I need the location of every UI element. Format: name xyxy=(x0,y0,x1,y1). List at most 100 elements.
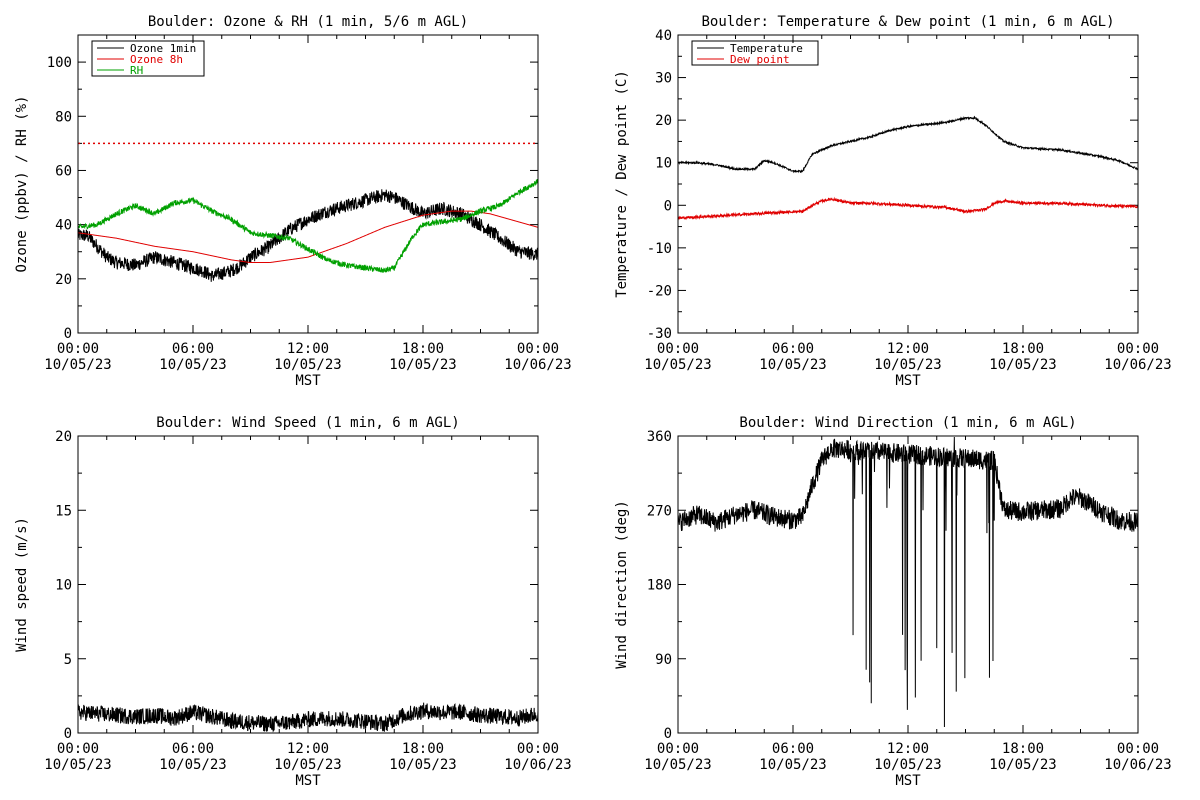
chart-panel-4: Boulder: Wind Direction (1 min, 6 m AGL)… xyxy=(614,415,1172,789)
x-tick-label: 06:00 xyxy=(172,341,214,357)
series-line-ozone-1min xyxy=(78,189,538,282)
x-tick-label: 06:00 xyxy=(172,741,214,757)
y-tick-label: 10 xyxy=(55,578,72,594)
chart-title: Boulder: Wind Direction (1 min, 6 m AGL) xyxy=(739,415,1076,431)
x-tick-label: 18:00 xyxy=(402,741,444,757)
x-tick-date-label: 10/05/23 xyxy=(874,757,941,773)
series-line-main xyxy=(78,702,538,733)
legend-box xyxy=(691,40,819,66)
y-axis-label: Wind speed (m/s) xyxy=(14,517,30,652)
legend-entry-rh: RH xyxy=(130,64,143,77)
x-tick-date-label: 10/05/23 xyxy=(989,357,1056,373)
x-tick-date-label: 10/05/23 xyxy=(874,357,941,373)
y-tick-label: 10 xyxy=(655,156,672,172)
legend-entry-temperature: Temperature xyxy=(730,42,803,55)
y-tick-label: 80 xyxy=(55,109,72,125)
x-tick-date-label: 10/05/23 xyxy=(759,357,826,373)
y-axis-label: Temperature / Dew point (C) xyxy=(614,70,630,298)
x-tick-label: 00:00 xyxy=(1117,741,1159,757)
x-tick-date-label: 10/05/23 xyxy=(159,757,226,773)
y-tick-label: -20 xyxy=(647,283,672,299)
plot-frame xyxy=(77,435,539,734)
x-tick-date-label: 10/05/23 xyxy=(44,757,111,773)
y-tick-label: 90 xyxy=(655,652,672,668)
x-tick-label: 00:00 xyxy=(57,341,99,357)
chart-title: Boulder: Ozone & RH (1 min, 5/6 m AGL) xyxy=(148,14,468,30)
x-tick-date-label: 10/05/23 xyxy=(644,357,711,373)
x-tick-label: 00:00 xyxy=(1117,341,1159,357)
x-tick-date-label: 10/05/23 xyxy=(274,757,341,773)
y-tick-label: 0 xyxy=(664,198,672,214)
x-tick-label: 00:00 xyxy=(517,341,559,357)
x-tick-date-label: 10/06/23 xyxy=(504,357,571,373)
x-tick-label: 12:00 xyxy=(287,741,329,757)
y-axis-label: Ozone (ppbv) / RH (%) xyxy=(14,95,30,272)
x-tick-label: 12:00 xyxy=(287,341,329,357)
y-tick-label: 0 xyxy=(664,726,672,742)
x-axis-label: MST xyxy=(895,773,921,789)
y-axis-label: Wind direction (deg) xyxy=(614,500,630,669)
plot-area xyxy=(78,142,538,282)
plot-area xyxy=(678,115,1138,221)
chart-panel-1: Boulder: Ozone & RH (1 min, 5/6 m AGL) Oz… xyxy=(14,14,572,389)
y-tick-label: 0 xyxy=(64,326,72,342)
x-tick-label: 00:00 xyxy=(657,341,699,357)
plot-frame xyxy=(677,435,1139,734)
y-tick-label: 0 xyxy=(64,726,72,742)
y-tick-label: 40 xyxy=(655,28,672,44)
y-tick-label: 30 xyxy=(655,71,672,87)
x-tick-label: 06:00 xyxy=(772,741,814,757)
series-line-ozone-8h xyxy=(78,210,538,264)
y-tick-label: 20 xyxy=(55,272,72,288)
x-tick-date-label: 10/05/23 xyxy=(389,757,456,773)
x-tick-date-label: 10/06/23 xyxy=(1104,757,1171,773)
series-line-temperature xyxy=(678,115,1138,174)
legend-entry-ozone-8h: Ozone 8h xyxy=(130,53,183,66)
x-tick-label: 18:00 xyxy=(1002,341,1044,357)
y-tick-label: 20 xyxy=(655,113,672,129)
chart-title: Boulder: Wind Speed (1 min, 6 m AGL) xyxy=(156,415,459,431)
x-tick-date-label: 10/05/23 xyxy=(389,357,456,373)
y-tick-label: -10 xyxy=(647,241,672,257)
plot-area xyxy=(678,437,1138,728)
x-tick-label: 00:00 xyxy=(657,741,699,757)
legend-entry-ozone-1min: Ozone 1min xyxy=(130,42,196,55)
x-tick-date-label: 10/05/23 xyxy=(644,757,711,773)
x-tick-date-label: 10/05/23 xyxy=(159,357,226,373)
x-axis-label: MST xyxy=(295,773,321,789)
chart-panel-3: Boulder: Wind Speed (1 min, 6 m AGL) Wind… xyxy=(14,415,572,789)
plot-area xyxy=(78,702,538,733)
x-tick-label: 00:00 xyxy=(57,741,99,757)
series-line-rh xyxy=(78,179,538,273)
x-tick-label: 00:00 xyxy=(517,741,559,757)
plot-frame xyxy=(77,34,539,334)
y-tick-label: 60 xyxy=(55,163,72,179)
x-tick-date-label: 10/05/23 xyxy=(989,757,1056,773)
y-tick-label: 5 xyxy=(64,652,72,668)
x-tick-label: 12:00 xyxy=(887,341,929,357)
series-line-main xyxy=(678,437,1138,728)
x-tick-date-label: 10/05/23 xyxy=(44,357,111,373)
x-tick-label: 18:00 xyxy=(1002,741,1044,757)
x-tick-label: 12:00 xyxy=(887,741,929,757)
y-tick-label: -30 xyxy=(647,326,672,342)
x-tick-label: 18:00 xyxy=(402,341,444,357)
chart-title: Boulder: Temperature & Dew point (1 min,… xyxy=(701,14,1114,30)
legend-entry-dew-point: Dew point xyxy=(730,53,790,66)
plot-frame xyxy=(677,34,1139,334)
series-line-dew-point xyxy=(678,196,1138,221)
x-tick-label: 06:00 xyxy=(772,341,814,357)
y-tick-label: 100 xyxy=(47,55,72,71)
x-tick-date-label: 10/05/23 xyxy=(274,357,341,373)
y-tick-label: 360 xyxy=(647,429,672,445)
y-tick-label: 15 xyxy=(55,503,72,519)
legend-box xyxy=(91,40,205,77)
x-axis-label: MST xyxy=(295,373,321,389)
y-tick-label: 20 xyxy=(55,429,72,445)
y-tick-label: 270 xyxy=(647,503,672,519)
y-tick-label: 180 xyxy=(647,578,672,594)
chart-panel-2: Boulder: Temperature & Dew point (1 min,… xyxy=(614,14,1172,389)
